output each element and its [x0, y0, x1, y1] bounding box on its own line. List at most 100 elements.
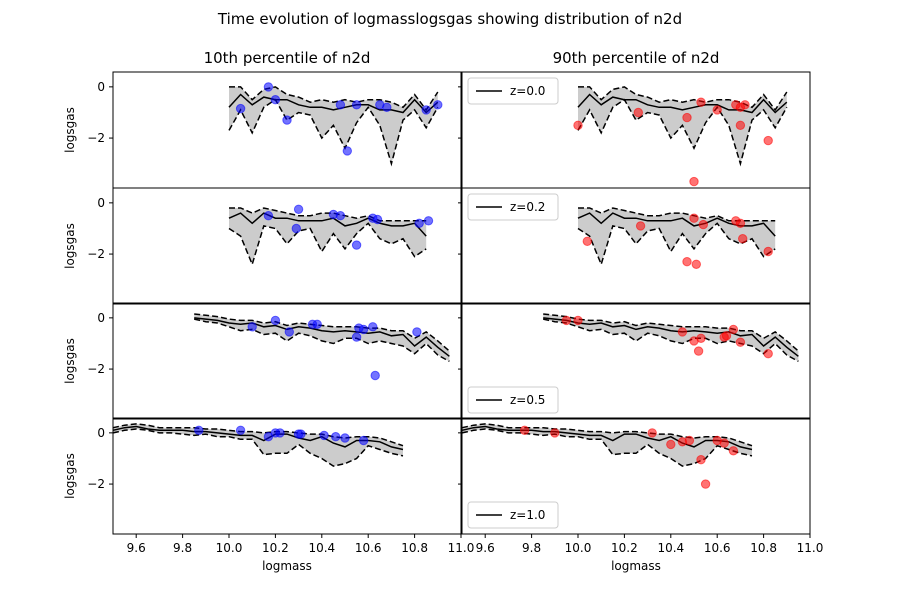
scatter-point — [682, 257, 692, 267]
upper-percentile-line — [112, 423, 404, 447]
scatter-point — [235, 425, 246, 435]
median-line — [112, 425, 404, 451]
scatter-point — [666, 439, 676, 450]
lower-percentile-line — [228, 98, 439, 167]
legend-box — [467, 501, 559, 529]
scatter-point — [282, 115, 292, 125]
median-line — [543, 317, 799, 357]
scatter-point — [582, 236, 592, 247]
axes-frame — [112, 417, 462, 535]
axes-frame — [461, 187, 811, 305]
x-tick-label: 11.0 — [448, 541, 475, 555]
column-title-left: 10th percentile of n2d — [204, 49, 371, 67]
percentile-band — [229, 208, 427, 265]
scatter-point — [270, 95, 281, 105]
y-tick-label: −2 — [87, 362, 105, 376]
x-tick-label: 10.6 — [704, 541, 731, 555]
y-tick-label: −2 — [87, 247, 105, 261]
percentile-band — [462, 423, 752, 467]
x-tick-label: 9.6 — [127, 541, 146, 555]
lower-percentile-line — [112, 428, 404, 467]
scatter-point — [573, 120, 583, 131]
figure-title: Time evolution of logmasslogsgas showing… — [217, 10, 682, 28]
x-tick-label: 10.4 — [308, 541, 335, 555]
scatter-point — [194, 425, 204, 435]
scatter-point — [351, 240, 362, 250]
x-tick-label: 10.0 — [565, 541, 592, 555]
scatter-point — [561, 315, 572, 326]
percentile-band — [194, 314, 450, 362]
scatter-point — [693, 346, 704, 356]
percentile-band — [543, 314, 799, 362]
scatter-point — [719, 438, 729, 448]
y-axis-label: logsgas — [63, 223, 77, 269]
y-tick-label: 0 — [97, 426, 105, 440]
scatter-point — [270, 315, 281, 326]
median-line — [461, 425, 753, 451]
scatter-point — [689, 176, 699, 187]
x-tick-label: 9.6 — [476, 541, 495, 555]
legend-label: z=0.0 — [510, 84, 545, 98]
percentile-band — [113, 423, 403, 467]
scatter-point — [263, 432, 274, 442]
scatter-point — [740, 100, 750, 110]
scatter-point — [351, 100, 362, 110]
median-line — [228, 93, 439, 114]
lower-percentile-line — [543, 318, 799, 363]
x-axis-label: logmass — [611, 559, 661, 573]
panel-r0-c0: 0 −2 logsgas — [63, 71, 462, 189]
scatter-point — [735, 337, 746, 347]
scatter-point — [633, 107, 643, 118]
upper-percentile-line — [578, 86, 788, 112]
scatter-point — [358, 435, 369, 446]
axes-frame — [112, 302, 462, 420]
scatter-point — [721, 331, 732, 341]
scatter-point — [335, 211, 346, 221]
x-tick-label: 10.2 — [262, 541, 289, 555]
scatter-point — [696, 97, 706, 107]
scatter-point — [763, 135, 773, 146]
scatter-point — [550, 428, 560, 438]
scatter-point — [696, 333, 706, 343]
axes-frame — [461, 302, 811, 420]
scatter-point — [293, 204, 304, 215]
scatter-point — [635, 221, 646, 231]
scatter-point — [689, 213, 699, 223]
panels-grid: 0 −2 logsgas z=0.0 0 −2 logsgas z=0.2 0 −2 logsgas… — [63, 71, 823, 573]
scatter-point — [712, 105, 722, 115]
x-tick-label: 10.6 — [355, 541, 382, 555]
upper-percentile-line — [229, 86, 439, 112]
panel-r3-c1: 9.6 9.8 10.0 10.2 10.4 10.6 10.8 11.0 logmass z=1… — [458, 417, 823, 573]
lower-percentile-line — [194, 318, 450, 363]
scatter-point — [421, 105, 431, 115]
scatter-point — [682, 112, 692, 123]
scatter-point — [728, 446, 739, 456]
scatter-point — [358, 324, 369, 335]
scatter-point — [263, 211, 274, 221]
scatter-point — [372, 214, 383, 225]
scatter-point — [247, 322, 257, 332]
y-tick-label: −2 — [87, 477, 105, 491]
scatter-point — [291, 223, 301, 234]
panel-r3-c0: 0 −2 logsgas 9.6 9.8 10.0 10.2 10.4 10.6 10.8 11.0… — [63, 417, 475, 573]
legend-box — [467, 77, 559, 105]
legend-label: z=1.0 — [510, 508, 545, 522]
scatter-point — [340, 433, 350, 443]
scatter-point — [414, 218, 424, 229]
x-tick-label: 9.8 — [522, 541, 541, 555]
scatter-point — [342, 146, 352, 156]
scatter-point — [677, 327, 688, 337]
scatter-point — [696, 455, 706, 465]
upper-percentile-line — [543, 313, 799, 352]
scatter-point — [433, 100, 443, 110]
y-tick-label: 0 — [97, 311, 105, 325]
upper-percentile-line — [194, 313, 450, 352]
scatter-point — [519, 425, 530, 435]
scatter-point — [370, 370, 380, 381]
scatter-point — [412, 327, 422, 337]
scatter-point — [335, 100, 346, 110]
legend-box — [467, 193, 559, 221]
panel-r1-c0: 0 −2 logsgas — [63, 187, 462, 305]
y-axis-label: logsgas — [63, 453, 77, 499]
panel-r0-c1: z=0.0 — [458, 71, 811, 189]
